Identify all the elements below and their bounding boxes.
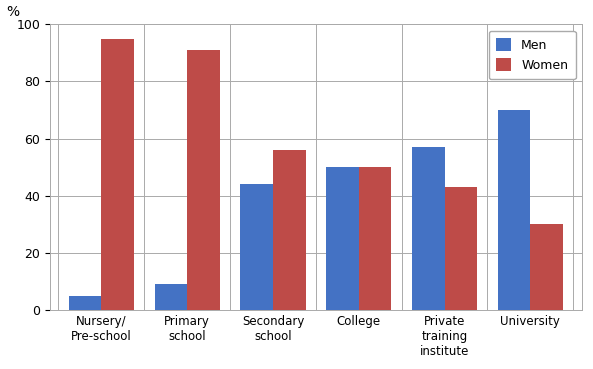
Bar <box>69 296 101 310</box>
Bar <box>412 147 445 310</box>
Bar <box>445 187 477 310</box>
Bar <box>155 284 187 310</box>
Bar <box>498 110 530 310</box>
Legend: Men, Women: Men, Women <box>489 31 576 79</box>
Bar <box>530 224 563 310</box>
Bar <box>273 150 305 310</box>
Bar <box>187 50 220 310</box>
Bar <box>359 167 391 310</box>
Bar <box>101 39 134 310</box>
Bar <box>326 167 359 310</box>
Y-axis label: %: % <box>6 4 19 18</box>
Bar <box>240 184 273 310</box>
